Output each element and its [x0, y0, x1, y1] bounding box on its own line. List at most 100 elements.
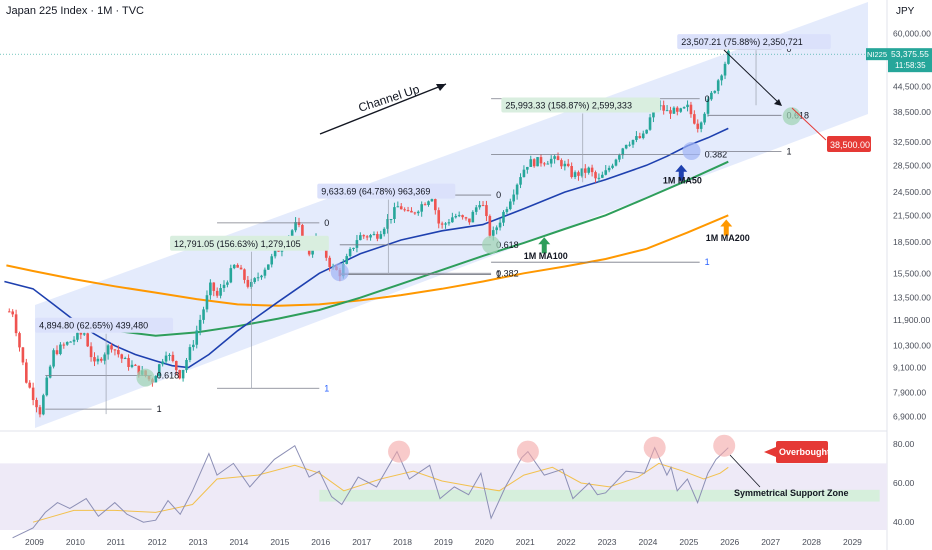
candle-body — [638, 136, 642, 139]
candle-body — [512, 194, 516, 202]
candle-body — [130, 364, 134, 367]
candle-body — [416, 211, 420, 214]
candle-body — [389, 218, 393, 220]
candle-body — [117, 350, 120, 355]
candle-body — [192, 344, 195, 348]
projection-arrow-head — [774, 99, 782, 106]
candle-body — [563, 163, 567, 167]
candle-body — [263, 269, 267, 276]
fib-label-zero: 0 — [496, 190, 501, 200]
price-tick-label: 24,500.00 — [893, 187, 931, 197]
ma200-arrow — [720, 219, 733, 236]
ma200-line — [6, 214, 729, 307]
candle-body — [376, 234, 379, 239]
candle-body — [100, 358, 103, 361]
candle-body — [502, 211, 505, 223]
candle-body — [232, 264, 236, 269]
target-badge — [827, 136, 871, 152]
candle-body — [481, 205, 485, 207]
channel-arrow-line — [319, 83, 447, 135]
candle-body — [157, 364, 161, 376]
touch-circle — [782, 107, 801, 126]
fib-label-one: 1 — [496, 269, 501, 279]
currency-label: JPY — [896, 6, 915, 17]
time-tick-label: 2015 — [270, 537, 289, 547]
candle-body — [35, 400, 38, 408]
candle-body — [260, 275, 263, 278]
candle-body — [457, 215, 461, 217]
candle-body — [471, 211, 475, 223]
candle-body — [645, 129, 648, 134]
candle-body — [396, 206, 400, 208]
time-tick-label: 2026 — [720, 537, 739, 547]
measure-box — [170, 235, 329, 251]
fib-label-one: 1 — [324, 383, 329, 393]
candle-body — [676, 107, 679, 112]
candle-body — [72, 339, 76, 342]
fib-label-mid: 0.618 — [496, 240, 519, 250]
candle-body — [699, 122, 703, 129]
candle-body — [631, 139, 635, 145]
rsi-tick-label: 60.00 — [893, 478, 915, 488]
candle-body — [393, 207, 396, 219]
ma200-label: 1M MA200 — [706, 233, 750, 243]
candle-body — [226, 282, 229, 285]
candle-body — [154, 375, 158, 383]
price-tick-label: 32,500.00 — [893, 137, 931, 147]
candle-body — [379, 234, 383, 239]
candle-body — [270, 256, 274, 265]
ma50-label: 1M MA50 — [663, 176, 702, 186]
candle-body — [328, 257, 331, 267]
candle-body — [614, 159, 618, 166]
candle-body — [410, 210, 413, 213]
candle-body — [120, 354, 124, 359]
symbol-badge — [866, 48, 888, 61]
measure-label: 12,791.05 (156.63%) 1,279,105 — [174, 239, 301, 249]
candle-body — [529, 159, 533, 167]
candle-body — [103, 354, 107, 361]
time-tick-label: 2022 — [557, 537, 576, 547]
candle-body — [628, 144, 631, 146]
candle-body — [355, 240, 359, 248]
time-tick-label: 2023 — [598, 537, 617, 547]
candle-body — [96, 358, 100, 362]
candle-body — [38, 407, 42, 415]
candle-body — [590, 167, 594, 173]
candle-body — [682, 107, 686, 109]
candle-body — [202, 309, 205, 320]
rsi-ma-line — [32, 462, 729, 523]
candle-body — [468, 218, 471, 223]
candle-body — [93, 357, 96, 362]
candle-body — [403, 209, 406, 211]
candle-body — [611, 165, 614, 168]
channel-arrow-head — [436, 84, 446, 91]
price-tick-label: 60,000.00 — [893, 28, 931, 38]
candle-body — [134, 364, 137, 366]
time-tick-label: 2025 — [679, 537, 698, 547]
channel-up-band — [35, 2, 868, 428]
candle-body — [215, 290, 219, 296]
candle-body — [123, 358, 127, 360]
candle-body — [573, 172, 577, 178]
candle-body — [267, 264, 270, 270]
ma100-arrow — [538, 237, 551, 254]
candle-body — [239, 267, 243, 270]
candle-body — [604, 170, 608, 175]
fib-label-one: 1 — [157, 404, 162, 414]
fib-label-low: 0.382 — [705, 149, 728, 159]
candle-body — [21, 347, 25, 363]
candle-body — [648, 117, 652, 130]
time-tick-label: 2028 — [802, 537, 821, 547]
candle-body — [229, 268, 233, 283]
overbought-circle — [388, 440, 411, 463]
candle-body — [723, 63, 727, 76]
candle-body — [635, 136, 638, 140]
overbought-label: Overbought — [779, 447, 830, 457]
projection-arrow — [723, 49, 781, 105]
candle-body — [178, 370, 181, 379]
price-tick-label: 10,300.00 — [893, 341, 931, 351]
touch-circle — [330, 263, 349, 282]
candle-body — [495, 227, 498, 231]
